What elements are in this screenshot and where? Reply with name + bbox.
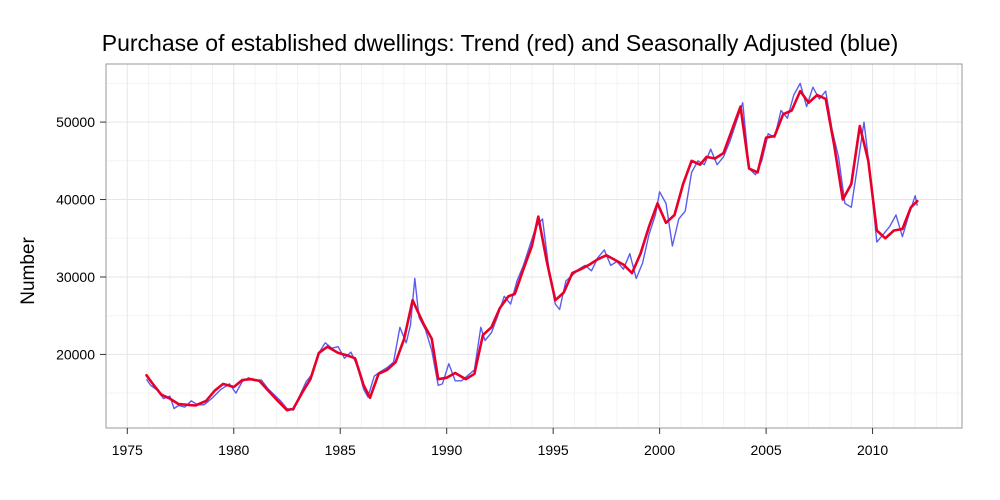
x-tick-label: 1980	[218, 442, 249, 458]
x-tick-label: 1990	[431, 442, 462, 458]
panel-border	[105, 63, 963, 429]
series-line-trend	[145, 89, 919, 412]
y-axis-label: Number	[18, 237, 39, 305]
x-tick-label: 1995	[538, 442, 569, 458]
y-tick-label: 30000	[56, 269, 95, 285]
x-tick-label: 2000	[644, 442, 675, 458]
x-tick-label: 1985	[325, 442, 356, 458]
y-tick-label: 20000	[56, 346, 95, 362]
x-tick-label: 2010	[857, 442, 888, 458]
x-tick-label: 2005	[751, 442, 782, 458]
y-tick-label: 50000	[56, 114, 95, 130]
plot-area: 20000 30000 40000 50000 1975 1980 1985 1990 1995…	[56, 63, 963, 458]
chart-title: Purchase of established dwellings: Trend…	[102, 30, 899, 56]
y-tick-label: 40000	[56, 192, 95, 208]
x-tick-label: 1975	[112, 442, 143, 458]
